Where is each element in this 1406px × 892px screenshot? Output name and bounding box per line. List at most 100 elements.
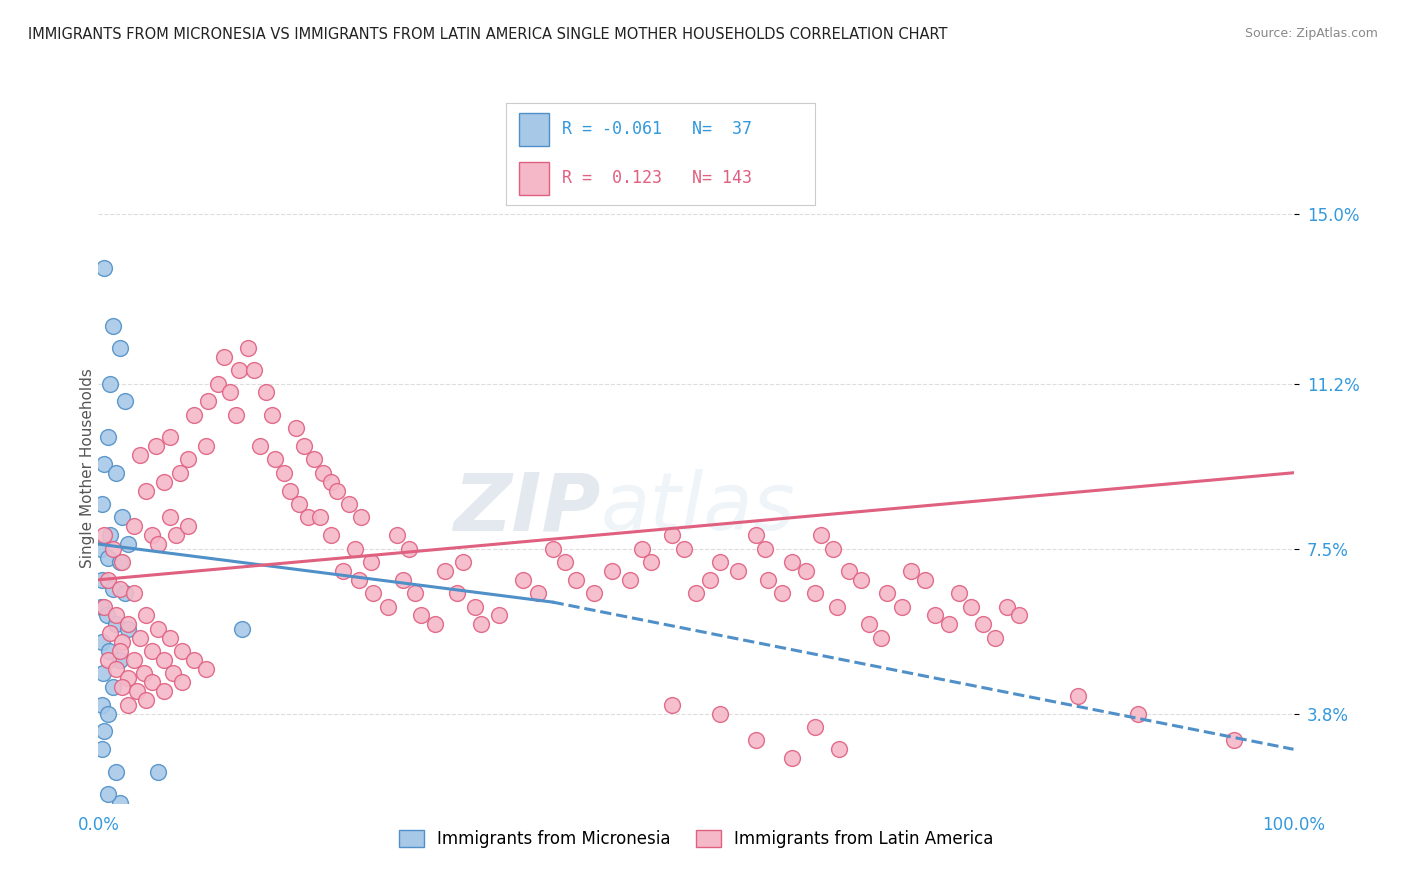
Text: R =  0.123   N= 143: R = 0.123 N= 143 bbox=[562, 169, 752, 187]
Point bbox=[385, 528, 409, 542]
Point bbox=[108, 555, 131, 569]
Point bbox=[794, 564, 817, 578]
Point bbox=[554, 555, 576, 569]
Point bbox=[512, 573, 534, 587]
Point bbox=[425, 617, 447, 632]
Text: Source: ZipAtlas.com: Source: ZipAtlas.com bbox=[1244, 27, 1378, 40]
Point bbox=[527, 586, 550, 600]
Point bbox=[876, 586, 898, 600]
Point bbox=[858, 617, 880, 632]
Bar bbox=[519, 112, 550, 145]
Point bbox=[914, 573, 936, 587]
Point bbox=[93, 724, 115, 739]
Point bbox=[91, 497, 114, 511]
Point bbox=[273, 466, 295, 480]
Text: R = -0.061   N=  37: R = -0.061 N= 37 bbox=[562, 120, 752, 138]
Point bbox=[326, 483, 349, 498]
Point bbox=[162, 666, 184, 681]
Point bbox=[111, 635, 134, 649]
Point bbox=[177, 519, 200, 533]
Point bbox=[148, 537, 170, 551]
Point bbox=[260, 408, 283, 422]
Point bbox=[661, 528, 683, 542]
Point bbox=[780, 751, 803, 765]
Point bbox=[129, 631, 152, 645]
Point bbox=[838, 564, 860, 578]
Point bbox=[321, 475, 343, 489]
Point bbox=[108, 341, 131, 355]
Point bbox=[108, 582, 131, 596]
Point bbox=[825, 599, 848, 614]
Point bbox=[849, 573, 872, 587]
Point bbox=[1007, 608, 1029, 623]
Point bbox=[332, 564, 354, 578]
Point bbox=[207, 376, 229, 391]
Point bbox=[153, 475, 176, 489]
Point bbox=[183, 653, 205, 667]
Point bbox=[111, 510, 134, 524]
Point bbox=[96, 608, 118, 623]
Point bbox=[350, 510, 373, 524]
Point bbox=[446, 586, 468, 600]
Point bbox=[565, 573, 588, 587]
Point bbox=[172, 644, 194, 658]
Point bbox=[308, 510, 330, 524]
Point bbox=[105, 608, 128, 623]
Point bbox=[754, 541, 776, 556]
Point bbox=[129, 448, 152, 462]
Point bbox=[105, 617, 128, 632]
Point bbox=[101, 318, 124, 333]
Point bbox=[288, 497, 311, 511]
Point bbox=[135, 608, 157, 623]
Point bbox=[141, 528, 163, 542]
Point bbox=[804, 720, 827, 734]
Text: IMMIGRANTS FROM MICRONESIA VS IMMIGRANTS FROM LATIN AMERICA SINGLE MOTHER HOUSEH: IMMIGRANTS FROM MICRONESIA VS IMMIGRANTS… bbox=[28, 27, 948, 42]
Point bbox=[297, 510, 319, 524]
Point bbox=[363, 586, 385, 600]
Point bbox=[685, 586, 707, 600]
Point bbox=[98, 528, 122, 542]
Point bbox=[153, 653, 176, 667]
Point bbox=[97, 706, 120, 721]
Point bbox=[159, 510, 181, 524]
Point bbox=[93, 260, 115, 275]
Point bbox=[284, 421, 307, 435]
Point bbox=[983, 631, 1005, 645]
Y-axis label: Single Mother Households: Single Mother Households bbox=[80, 368, 94, 568]
Point bbox=[600, 564, 623, 578]
Point bbox=[1128, 706, 1150, 721]
Point bbox=[347, 573, 370, 587]
Point bbox=[97, 550, 120, 565]
Point bbox=[1067, 689, 1090, 703]
Point bbox=[91, 698, 114, 712]
Point bbox=[141, 675, 163, 690]
Point bbox=[344, 541, 367, 556]
Point bbox=[117, 537, 139, 551]
Point bbox=[377, 599, 399, 614]
Point bbox=[177, 452, 200, 467]
Point bbox=[93, 599, 115, 614]
Point bbox=[810, 528, 832, 542]
Point bbox=[91, 666, 114, 681]
Point bbox=[1222, 733, 1246, 747]
Point bbox=[231, 622, 253, 636]
Point bbox=[114, 586, 136, 600]
Point bbox=[97, 430, 120, 444]
Point bbox=[337, 497, 360, 511]
Point bbox=[228, 363, 250, 377]
Point bbox=[948, 586, 970, 600]
Text: ZIP: ZIP bbox=[453, 469, 600, 548]
Point bbox=[159, 631, 181, 645]
Point bbox=[619, 573, 641, 587]
Point bbox=[321, 528, 343, 542]
Point bbox=[745, 528, 768, 542]
Point bbox=[823, 541, 845, 556]
Point bbox=[117, 671, 139, 685]
Point bbox=[197, 394, 219, 409]
Point bbox=[900, 564, 922, 578]
Point bbox=[212, 350, 235, 364]
Point bbox=[132, 666, 155, 681]
Point bbox=[169, 466, 191, 480]
Point bbox=[709, 555, 731, 569]
Point bbox=[111, 555, 134, 569]
